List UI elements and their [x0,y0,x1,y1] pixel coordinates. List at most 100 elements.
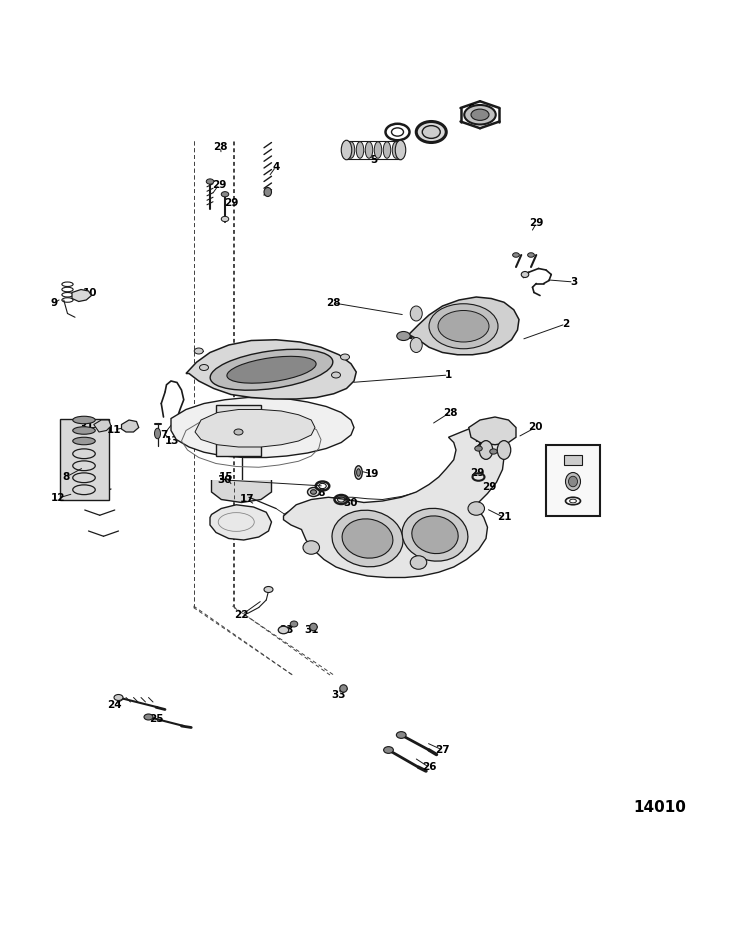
Ellipse shape [264,587,273,592]
Text: 23: 23 [279,625,294,635]
Ellipse shape [234,429,243,435]
Text: 17: 17 [240,494,255,504]
Ellipse shape [73,416,95,424]
Text: 29: 29 [482,482,496,492]
Ellipse shape [227,356,316,383]
Ellipse shape [566,473,580,490]
Ellipse shape [468,502,484,515]
Ellipse shape [194,348,203,354]
Text: 14: 14 [274,443,289,453]
Ellipse shape [497,440,511,460]
Ellipse shape [429,304,498,349]
Ellipse shape [410,306,422,321]
Ellipse shape [355,465,362,479]
Ellipse shape [513,253,519,258]
Ellipse shape [341,140,352,159]
Ellipse shape [568,476,578,487]
Text: 30: 30 [344,498,358,507]
Ellipse shape [521,272,529,277]
Text: 24: 24 [106,700,122,710]
Text: 6: 6 [467,105,475,115]
Ellipse shape [332,372,340,378]
Text: 33: 33 [332,690,346,700]
Text: 28: 28 [326,298,341,308]
Ellipse shape [395,140,406,159]
Ellipse shape [308,488,320,497]
Ellipse shape [374,142,382,159]
Text: 20: 20 [528,423,543,433]
Ellipse shape [310,623,317,630]
Text: 15: 15 [219,472,234,482]
Ellipse shape [396,731,406,739]
Text: 32: 32 [581,492,596,502]
Ellipse shape [410,556,427,569]
Text: 29: 29 [211,180,226,189]
Ellipse shape [73,438,95,445]
Text: 30: 30 [419,129,434,138]
Ellipse shape [200,364,208,371]
Polygon shape [195,410,315,447]
Ellipse shape [365,142,373,159]
Ellipse shape [438,311,489,342]
Text: 28: 28 [442,408,458,417]
Text: 13: 13 [165,436,180,446]
Text: 9: 9 [50,298,58,308]
Text: 1: 1 [445,370,452,380]
Ellipse shape [144,714,153,720]
Polygon shape [284,427,504,578]
Bar [564,455,582,465]
Ellipse shape [114,694,123,701]
Bar [216,405,261,456]
Text: 31: 31 [79,423,94,433]
Ellipse shape [154,428,160,438]
Text: 26: 26 [422,762,436,772]
Ellipse shape [210,349,333,390]
Ellipse shape [490,449,497,454]
Ellipse shape [412,516,458,553]
Ellipse shape [422,126,440,138]
Ellipse shape [206,179,214,184]
Ellipse shape [342,519,393,558]
Text: 27: 27 [435,745,450,755]
Text: 5: 5 [370,155,377,165]
Polygon shape [469,417,516,445]
Text: 22: 22 [234,610,249,620]
Ellipse shape [73,426,95,434]
Bar [60,418,109,500]
Polygon shape [94,420,111,432]
Text: 29: 29 [224,197,238,208]
Polygon shape [186,340,356,399]
Bar [546,445,600,516]
Ellipse shape [340,354,350,360]
Text: 7: 7 [160,430,167,440]
Text: 19: 19 [364,469,380,479]
Text: 29: 29 [470,467,484,477]
Ellipse shape [340,685,347,692]
Ellipse shape [416,121,446,143]
Ellipse shape [528,253,534,258]
Text: 29: 29 [529,219,544,228]
Text: 31: 31 [304,625,319,635]
Text: 2: 2 [562,319,569,329]
Polygon shape [211,480,272,502]
Ellipse shape [357,469,360,476]
Ellipse shape [347,142,355,159]
Text: 8: 8 [62,472,70,482]
Text: 3: 3 [570,277,578,287]
Ellipse shape [402,508,468,561]
Text: 30: 30 [217,475,232,485]
Polygon shape [210,504,272,540]
Text: 10: 10 [82,287,98,298]
Ellipse shape [410,337,422,352]
Ellipse shape [310,489,316,494]
Ellipse shape [471,109,489,121]
Polygon shape [409,297,519,355]
Polygon shape [72,289,92,301]
Text: 28: 28 [474,439,489,450]
Ellipse shape [397,332,410,340]
Ellipse shape [475,446,482,451]
Text: 18: 18 [311,489,326,499]
Text: 25: 25 [148,714,164,723]
Ellipse shape [221,216,229,222]
Text: 11: 11 [106,425,122,435]
